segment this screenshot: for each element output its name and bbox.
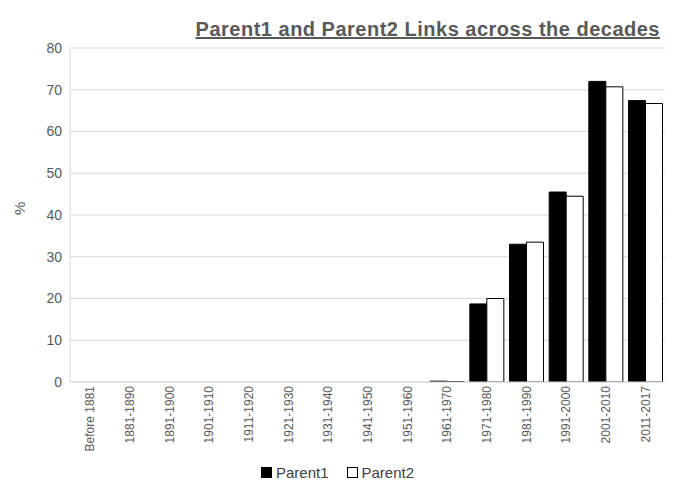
svg-text:2011-2017: 2011-2017 [639, 386, 653, 443]
svg-text:80: 80 [46, 40, 62, 56]
html-text:Parent1: Parent1 [276, 464, 329, 481]
svg-text:1911-1920: 1911-1920 [242, 386, 256, 443]
svg-text:20: 20 [46, 290, 62, 306]
svg-text:1941-1950: 1941-1950 [361, 386, 375, 444]
svg-text:1951-1960: 1951-1960 [401, 386, 415, 444]
svg-text:1921-1930: 1921-1930 [282, 386, 296, 444]
svg-text:2001-2010: 2001-2010 [599, 386, 613, 444]
svg-text:1901-1910: 1901-1910 [202, 386, 216, 444]
svg-text:1961-1970: 1961-1970 [440, 386, 454, 444]
svg-text:60: 60 [46, 123, 62, 139]
svg-text:1991-2000: 1991-2000 [559, 386, 573, 444]
svg-text:1981-1990: 1981-1990 [520, 386, 534, 444]
svg-text:10: 10 [46, 332, 62, 348]
html-text:Parent2: Parent2 [361, 464, 414, 481]
svg-text:Before 1881: Before 1881 [83, 386, 97, 452]
svg-text:40: 40 [46, 207, 62, 223]
html-text:Parent1 and Parent2 Links acro: Parent1 and Parent2 Links across the dec… [195, 18, 660, 40]
svg-text:1891-1900: 1891-1900 [163, 386, 177, 444]
svg-text:%: % [11, 202, 28, 215]
svg-text:50: 50 [46, 165, 62, 181]
svg-text:0: 0 [54, 374, 62, 390]
svg-text:30: 30 [46, 249, 62, 265]
svg-text:1971-1980: 1971-1980 [480, 386, 494, 444]
svg-text:70: 70 [46, 82, 62, 98]
svg-text:1881-1890: 1881-1890 [123, 386, 137, 444]
svg-text:1931-1940: 1931-1940 [321, 386, 335, 444]
